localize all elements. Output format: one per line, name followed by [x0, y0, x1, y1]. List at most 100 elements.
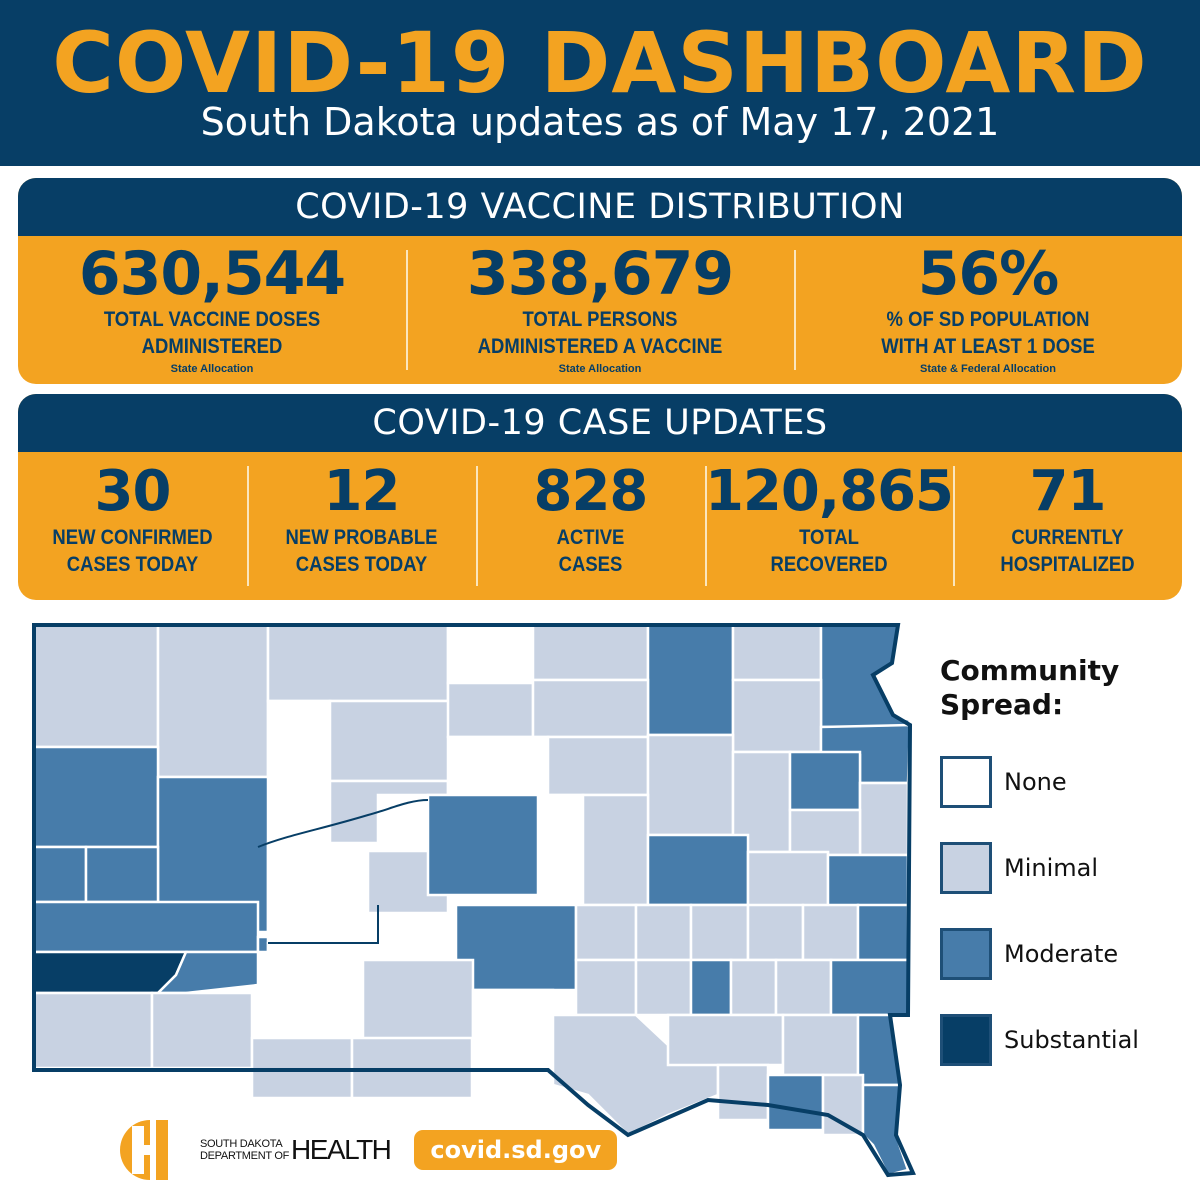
county-map-svg	[32, 623, 916, 1178]
stat-label: ADMINISTERED A VACCINE	[477, 335, 723, 358]
south-dakota-county-map	[28, 615, 918, 1190]
county-minimal	[150, 991, 254, 1070]
legend-label: None	[1004, 768, 1067, 796]
cases-panel-title: COVID-19 CASE UPDATES	[18, 394, 1182, 452]
county-minimal	[328, 699, 470, 783]
county-minimal	[646, 733, 735, 837]
county-minimal	[546, 735, 650, 797]
county-moderate	[32, 900, 260, 954]
swatch-none	[940, 756, 992, 808]
swatch-substantial	[940, 1014, 992, 1066]
county-minimal	[361, 958, 475, 1042]
county-minimal	[821, 1073, 865, 1137]
county-moderate	[32, 845, 88, 904]
stat-total-persons: 338,679 TOTAL PERSONS ADMINISTERED A VAC…	[406, 236, 794, 384]
page-subtitle: South Dakota updates as of May 17, 2021	[200, 100, 1000, 144]
stat-label: CURRENTLY	[1011, 526, 1124, 549]
county-minimal	[634, 958, 693, 1017]
county-minimal	[32, 991, 154, 1070]
stat-label: CASES TODAY	[66, 553, 199, 576]
org-line-2: DEPARTMENT OF	[200, 1150, 289, 1162]
county-moderate	[826, 853, 910, 915]
org-line-1: SOUTH DAKOTA	[200, 1138, 283, 1150]
stat-label: NEW CONFIRMED	[52, 526, 213, 549]
org-name: HEALTH	[291, 1134, 392, 1165]
county-minimal	[446, 681, 535, 739]
stat-label: ADMINISTERED	[141, 335, 283, 358]
county-minimal	[531, 678, 650, 739]
page-title: COVID-19 DASHBOARD	[52, 14, 1148, 112]
stat-label: CASES	[558, 553, 623, 576]
legend-title: Spread:	[940, 688, 1064, 721]
stat-label: TOTAL PERSONS	[522, 308, 678, 331]
legend-item-none: None	[940, 756, 1180, 808]
stat-value: 338,679	[466, 239, 734, 309]
stat-label: NEW PROBABLE	[285, 526, 438, 549]
legend-label: Minimal	[1004, 854, 1099, 882]
county-moderate	[788, 750, 862, 812]
stat-label: WITH AT LEAST 1 DOSE	[881, 335, 1095, 358]
swatch-minimal	[940, 842, 992, 894]
stat-value: 12	[323, 459, 401, 524]
legend-item-moderate: Moderate	[940, 928, 1180, 980]
vaccine-panel-title: COVID-19 VACCINE DISTRIBUTION	[18, 178, 1182, 236]
stat-label: TOTAL VACCINE DOSES	[103, 308, 321, 331]
county-minimal	[574, 958, 638, 1017]
county-moderate	[426, 793, 540, 897]
county-moderate	[689, 958, 733, 1017]
county-minimal	[801, 903, 860, 962]
county-minimal	[634, 903, 693, 962]
legend-item-minimal: Minimal	[940, 842, 1180, 894]
county-minimal	[729, 958, 778, 1017]
county-moderate	[32, 745, 160, 849]
community-spread-legend: Community Spread: None Minimal Moderate …	[940, 654, 1180, 1066]
county-moderate	[766, 1073, 825, 1132]
county-minimal	[574, 903, 638, 962]
vaccine-distribution-panel: COVID-19 VACCINE DISTRIBUTION 630,544 TO…	[18, 178, 1182, 384]
stat-label: HOSPITALIZED	[1000, 553, 1135, 576]
county-minimal	[156, 623, 270, 779]
stat-label: TOTAL	[799, 526, 859, 549]
swatch-moderate	[940, 928, 992, 980]
river-line	[257, 799, 429, 848]
health-logo-text: SOUTH DAKOTA DEPARTMENT OF HEALTH	[200, 1134, 392, 1166]
stat-value: 30	[94, 459, 172, 524]
county-moderate	[84, 845, 160, 904]
county-none	[266, 941, 365, 1040]
county-minimal	[731, 623, 823, 682]
county-moderate	[856, 903, 910, 962]
footer: SOUTH DAKOTA DEPARTMENT OF HEALTH covid.…	[112, 1118, 618, 1182]
stat-value: 630,544	[78, 239, 346, 309]
county-border-dark	[268, 905, 379, 944]
stat-new-confirmed: 30 NEW CONFIRMED CASES TODAY	[18, 452, 247, 600]
stat-population-percent: 56% % OF SD POPULATION WITH AT LEAST 1 D…	[794, 236, 1182, 384]
stat-note: State & Federal Allocation	[920, 363, 1056, 375]
county-minimal	[716, 1063, 770, 1122]
legend-label: Moderate	[1004, 940, 1119, 968]
stat-total-doses: 630,544 TOTAL VACCINE DOSES ADMINISTERED…	[18, 236, 406, 384]
county-minimal	[266, 623, 450, 703]
legend-item-substantial: Substantial	[940, 1014, 1180, 1066]
county-moderate	[829, 958, 910, 1017]
stat-value: 120,865	[704, 459, 954, 524]
legend-title: Community	[940, 654, 1120, 687]
county-none	[266, 841, 380, 945]
county-minimal	[32, 623, 160, 749]
stat-label: RECOVERED	[770, 553, 888, 576]
county-none	[541, 793, 585, 907]
county-minimal	[788, 808, 862, 857]
stat-active-cases: 828 ACTIVE CASES	[475, 452, 705, 600]
stat-label: % OF SD POPULATION	[886, 308, 1090, 331]
county-minimal	[666, 1013, 785, 1067]
health-logo-icon	[112, 1118, 196, 1182]
stat-new-probable: 12 NEW PROBABLE CASES TODAY	[246, 452, 476, 600]
county-minimal	[531, 623, 650, 682]
case-updates-panel: COVID-19 CASE UPDATES 30 NEW CONFIRMED C…	[18, 394, 1182, 600]
county-moderate	[646, 623, 735, 737]
county-minimal	[731, 678, 823, 754]
dashboard-header: COVID-19 DASHBOARD South Dakota updates …	[0, 0, 1200, 166]
stat-hospitalized: 71 CURRENTLY HOSPITALIZED	[953, 452, 1182, 600]
state-outline	[32, 623, 916, 1178]
county-none	[266, 699, 332, 845]
website-link[interactable]: covid.sd.gov	[414, 1130, 618, 1170]
